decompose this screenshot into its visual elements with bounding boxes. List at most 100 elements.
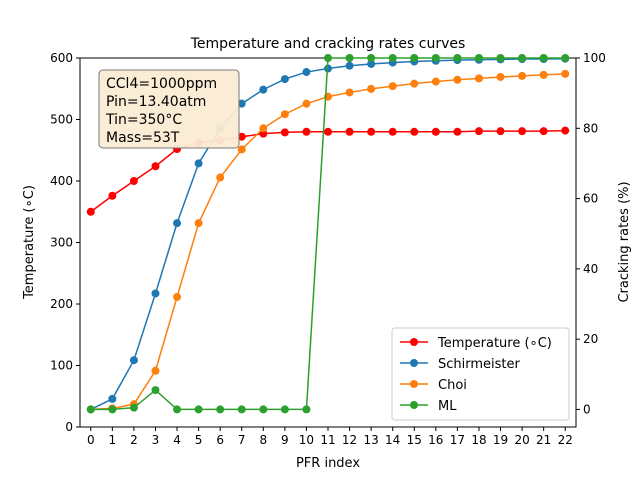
data-point-choi xyxy=(151,366,160,375)
legend-marker xyxy=(410,401,418,409)
x-tick-label: 13 xyxy=(363,433,378,447)
x-axis-label: PFR index xyxy=(296,456,360,471)
legend-label: Temperature (∘C) xyxy=(437,336,552,351)
y-right-tick-label: 80 xyxy=(583,121,598,135)
data-point-temperature-c xyxy=(280,128,289,137)
data-point-temperature-c xyxy=(367,127,376,136)
y-right-tick-label: 0 xyxy=(583,402,591,416)
y-left-tick-label: 200 xyxy=(50,297,73,311)
data-point-temperature-c xyxy=(431,127,440,136)
data-point-schirmeister xyxy=(151,289,160,298)
data-point-temperature-c xyxy=(561,126,570,135)
x-tick-label: 11 xyxy=(320,433,335,447)
x-tick-label: 2 xyxy=(130,433,138,447)
data-point-ml xyxy=(237,405,246,414)
data-point-ml xyxy=(518,54,527,62)
data-point-ml xyxy=(302,405,311,414)
data-point-choi xyxy=(280,110,289,119)
data-point-schirmeister xyxy=(280,75,289,84)
data-point-choi xyxy=(173,292,182,301)
data-point-schirmeister xyxy=(259,85,268,94)
x-tick-label: 7 xyxy=(238,433,246,447)
data-point-ml xyxy=(345,54,354,62)
x-tick-label: 21 xyxy=(536,433,551,447)
data-point-ml xyxy=(388,54,397,62)
data-point-temperature-c xyxy=(474,127,483,136)
annotation-line: Pin=13.40atm xyxy=(106,94,206,110)
data-point-ml xyxy=(496,54,505,62)
data-point-temperature-c xyxy=(86,207,95,216)
data-point-choi xyxy=(216,173,225,182)
legend: Temperature (∘C) Schirmeister Choi ML xyxy=(391,327,570,421)
annotation-line: Tin=350°C xyxy=(105,112,182,128)
data-point-ml xyxy=(129,403,138,412)
data-point-choi xyxy=(410,79,419,88)
data-point-choi xyxy=(518,71,527,80)
x-tick-label: 5 xyxy=(195,433,203,447)
legend-label: Choi xyxy=(438,378,467,393)
annotation-line: CCl4=1000ppm xyxy=(106,76,217,92)
data-point-choi xyxy=(237,145,246,154)
x-tick-label: 1 xyxy=(109,433,117,447)
data-point-temperature-c xyxy=(496,127,505,136)
data-point-temperature-c xyxy=(324,127,332,136)
data-point-choi xyxy=(561,69,570,78)
annotation-box: CCl4=1000ppm Pin=13.40atm Tin=350°C Mass=53… xyxy=(98,69,240,149)
x-tick-label: 22 xyxy=(558,433,573,447)
data-point-ml xyxy=(173,405,182,414)
data-point-choi xyxy=(453,75,462,84)
data-point-ml xyxy=(86,405,95,414)
data-point-ml xyxy=(474,54,483,62)
y-axis-left-label: Temperature (∘C) xyxy=(22,185,37,300)
data-point-ml xyxy=(259,405,268,414)
x-tick-label: 6 xyxy=(216,433,224,447)
data-point-temperature-c xyxy=(129,177,138,185)
data-point-schirmeister xyxy=(108,394,117,403)
y-right-tick-label: 40 xyxy=(583,262,598,276)
data-point-temperature-c xyxy=(302,127,311,136)
y-left-tick-label: 400 xyxy=(50,174,73,188)
x-tick-label: 19 xyxy=(493,433,508,447)
data-point-ml xyxy=(367,54,376,62)
x-tick-label: 0 xyxy=(87,433,95,447)
data-point-choi xyxy=(388,82,397,91)
data-point-schirmeister xyxy=(237,99,246,108)
data-point-temperature-c xyxy=(388,127,397,136)
legend-marker xyxy=(410,359,418,367)
data-point-ml xyxy=(453,54,462,62)
data-point-ml xyxy=(151,386,160,395)
y-left-tick-label: 600 xyxy=(50,51,73,65)
data-point-schirmeister xyxy=(173,219,182,228)
data-point-temperature-c xyxy=(453,127,462,136)
x-tick-label: 4 xyxy=(173,433,181,447)
legend-frame xyxy=(391,327,570,421)
data-point-schirmeister xyxy=(345,61,354,70)
data-point-choi xyxy=(259,124,268,133)
data-point-temperature-c xyxy=(518,127,527,136)
legend-marker xyxy=(410,380,418,388)
data-point-choi xyxy=(367,84,376,93)
data-point-choi xyxy=(194,219,203,228)
data-point-temperature-c xyxy=(345,127,354,136)
data-point-choi xyxy=(431,77,440,86)
x-tick-label: 17 xyxy=(450,433,465,447)
data-point-ml xyxy=(539,54,548,62)
x-tick-label: 14 xyxy=(385,433,400,447)
data-point-ml xyxy=(108,405,117,414)
data-point-schirmeister xyxy=(302,68,311,77)
data-point-ml xyxy=(280,405,289,414)
legend-marker xyxy=(410,338,418,346)
annotation-background xyxy=(98,69,240,149)
data-point-ml xyxy=(194,405,203,414)
x-tick-label: 8 xyxy=(259,433,267,447)
data-point-choi xyxy=(345,88,354,97)
data-point-choi xyxy=(496,72,505,81)
x-tick-label: 12 xyxy=(342,433,357,447)
data-point-ml xyxy=(216,405,225,414)
y-left-tick-label: 500 xyxy=(50,113,73,127)
plot-area: 0 1 2 3 4 5 6 7 8 9 10 11 12 13 14 15 16 17 18 19 20 21 220100… xyxy=(50,51,606,447)
x-tick-label: 3 xyxy=(152,433,160,447)
data-point-choi xyxy=(302,99,311,108)
